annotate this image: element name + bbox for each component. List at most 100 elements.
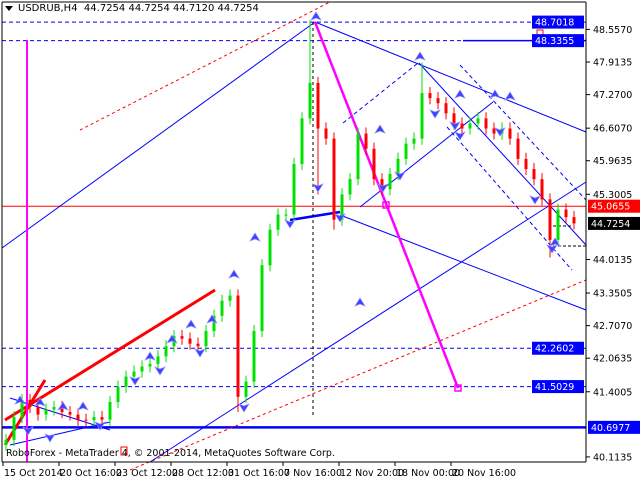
blue-dashed-line <box>459 64 587 201</box>
dropdown-triangle-icon[interactable] <box>5 5 13 11</box>
candle <box>268 223 272 272</box>
fractal-down-arrow-icon <box>284 219 296 229</box>
candle-body <box>436 98 440 104</box>
candle <box>476 112 480 130</box>
candle <box>188 332 192 350</box>
fractal-up-arrow-icon <box>414 51 426 61</box>
price-tick-label: 42.7070 <box>593 321 632 332</box>
candle-body <box>124 376 128 387</box>
candle-body <box>292 163 296 215</box>
candle-body <box>316 82 320 129</box>
candle-body <box>356 133 360 180</box>
candle-body <box>532 169 536 180</box>
candle-body <box>564 209 568 218</box>
candle-body <box>180 336 184 339</box>
candle-body <box>332 138 336 220</box>
candle <box>220 294 224 322</box>
candle <box>388 168 392 196</box>
candle <box>4 433 8 452</box>
candle <box>116 380 120 408</box>
level-price-badge-label: 42.2602 <box>535 344 574 355</box>
candle-body <box>236 295 240 397</box>
fractal-down-arrow-icon <box>129 376 141 386</box>
fractal-up-arrow-icon <box>374 124 386 134</box>
candle <box>492 122 496 140</box>
candle <box>52 400 56 416</box>
candle <box>92 411 96 427</box>
candle <box>260 259 264 338</box>
candle <box>108 395 112 426</box>
candle-body <box>108 401 112 420</box>
candle <box>284 208 288 221</box>
time-tick-label: 23 Oct 12:00 <box>116 468 178 479</box>
fractal-down-arrow-icon <box>312 183 324 193</box>
candle-body <box>36 406 40 415</box>
time-tick-label: 31 Oct 16:00 <box>228 468 290 479</box>
fractal-up-arrow-icon <box>549 237 561 247</box>
price-tick-label: 41.4005 <box>593 387 632 398</box>
fractal-down-arrow-icon <box>22 426 34 436</box>
price-tick-label: 47.9135 <box>593 58 632 69</box>
price-axis: 48.5570 47.9135 47.2700 46.6070 45.9635 45.30… <box>586 25 632 463</box>
fractal-down-arrow-icon <box>429 109 441 119</box>
candle-body <box>340 194 344 220</box>
fractal-down-arrow-icon <box>194 348 206 358</box>
fractal-up-arrow-icon <box>185 319 197 329</box>
fractal-down-arrow-icon <box>377 183 389 193</box>
fractal-down-arrow-icon <box>394 171 406 181</box>
candle <box>180 330 184 345</box>
candle <box>292 157 296 221</box>
blue-dashed-line <box>446 126 573 271</box>
candle-body <box>460 123 464 129</box>
time-tick-label: 18 Nov 00:00 <box>396 468 460 479</box>
price-tick-label: 43.3505 <box>593 289 632 300</box>
price-tick-label: 44.0135 <box>593 255 632 266</box>
red-dotted-trendline-lower <box>129 279 587 471</box>
candle <box>244 375 248 403</box>
candle-body <box>404 143 408 159</box>
candle-body <box>364 133 368 149</box>
candle-body <box>4 439 8 445</box>
candle <box>412 132 416 150</box>
candle-body <box>60 406 64 413</box>
blue-trendline <box>1 21 316 249</box>
candle <box>332 132 336 230</box>
candle-body <box>396 158 400 175</box>
candle <box>508 122 512 145</box>
red-thick-trendline <box>3 379 47 446</box>
candle-body <box>516 138 520 159</box>
candle <box>124 370 128 393</box>
time-tick-label: 20 Nov 16:00 <box>452 468 516 479</box>
time-tick-label: 28 Oct 12:00 <box>172 468 234 479</box>
fractal-up-arrow-icon <box>34 397 46 407</box>
magenta-marker <box>382 201 390 209</box>
fractal-up-arrow-icon <box>14 395 26 405</box>
candle-body <box>284 214 288 216</box>
candle-body <box>44 409 48 415</box>
candle <box>428 86 432 105</box>
fractal-up-arrow-icon <box>57 401 69 411</box>
current-price-badge <box>588 216 640 230</box>
candle <box>308 20 312 125</box>
blue-trendline <box>339 214 587 311</box>
candle-body <box>268 229 272 266</box>
copyright-text: RoboForex - MetaTrader 4, © 2001-2014, M… <box>6 448 335 459</box>
fractal-up-arrow-icon <box>77 401 89 411</box>
price-badges: 48.7018 48.3355 45.0655 42.2602 41.5029 40.69… <box>532 15 640 434</box>
blue-trendline <box>149 181 587 463</box>
current-price-badge-label: 44.7254 <box>591 219 630 230</box>
candle-body <box>228 295 232 301</box>
candle <box>372 142 376 186</box>
time-tick-label: 15 Oct 2014 <box>4 468 63 479</box>
candle-body <box>204 331 208 347</box>
fractal-down-arrow-icon <box>238 403 250 413</box>
fractal-markers <box>14 11 561 443</box>
level-price-badge-label: 41.5029 <box>535 382 574 393</box>
candle <box>44 403 48 421</box>
candle <box>276 208 280 236</box>
fractal-down-arrow-icon <box>449 121 461 131</box>
fractal-down-arrow-icon <box>454 131 466 141</box>
fractal-up-arrow-icon <box>504 91 516 101</box>
